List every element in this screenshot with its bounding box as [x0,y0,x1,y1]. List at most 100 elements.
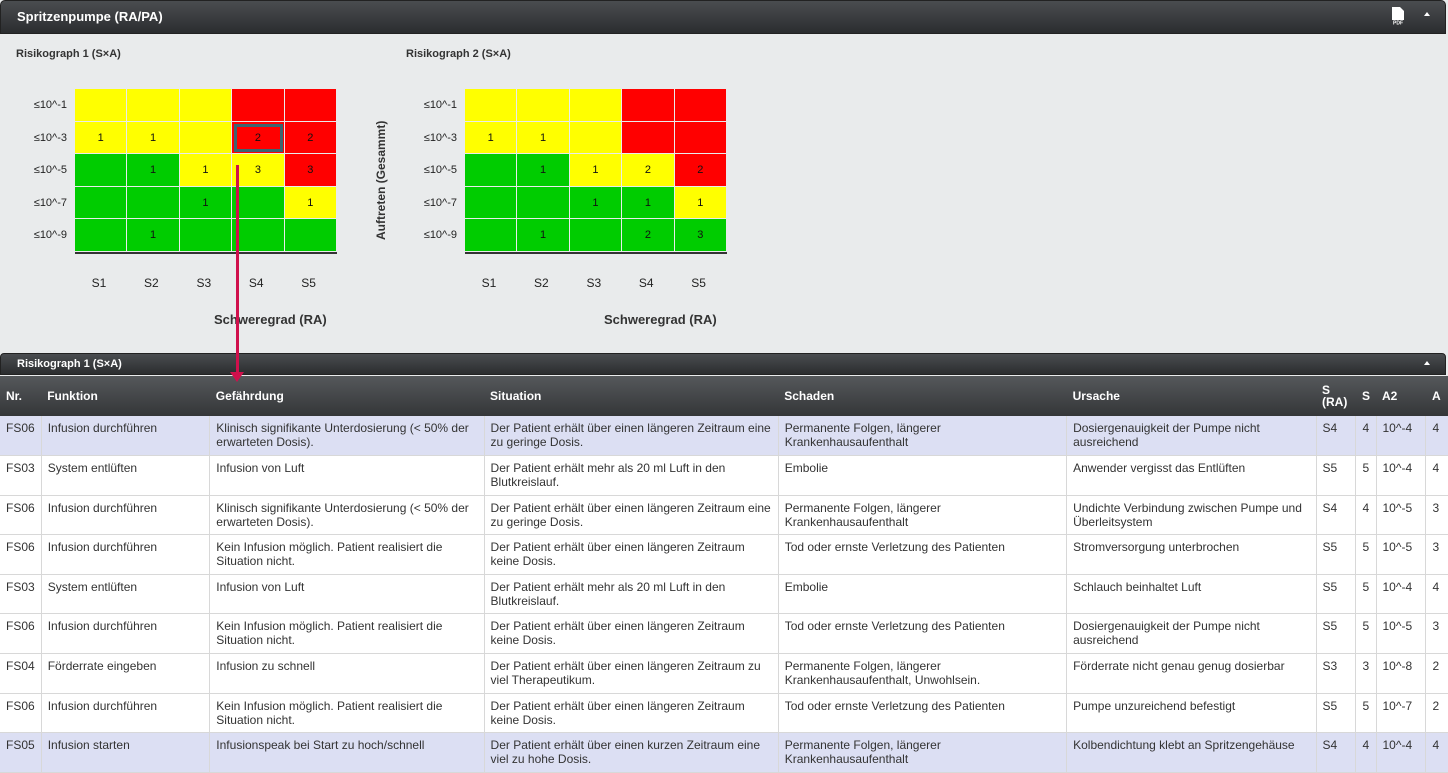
matrix-cell[interactable]: 1 [674,186,727,220]
matrix-cell[interactable]: 2 [284,121,337,155]
table-cell: System entlüften [41,574,211,615]
table-row[interactable]: FS04 Förderrate eingeben Infusion zu schne… [0,653,1448,694]
table-row[interactable]: FS06 Infusion durchführen Kein Infusion mö… [0,693,1448,734]
collapse-up-icon[interactable] [1422,10,1432,21]
column-header[interactable]: Schaden [778,376,1067,416]
matrix-cell[interactable]: 2 [622,154,675,187]
sub-panel-header: Risikograph 1 (S×A) [0,353,1446,375]
matrix-cell[interactable]: 1 [75,121,128,155]
table-row[interactable]: FS06 Infusion durchführen Klinisch signifi… [0,416,1448,457]
matrix-cell[interactable]: 1 [127,154,180,187]
table-cell: Förderrate eingeben [41,653,211,694]
table-row[interactable]: FS06 Infusion durchführen Kein Infusion mö… [0,613,1448,655]
table-cell: 5 [1355,574,1377,615]
column-header[interactable]: Funktion [41,376,210,416]
matrix-cell[interactable]: 3 [674,219,727,252]
column-header[interactable]: A2 [1376,376,1426,416]
matrix-cell[interactable] [622,89,675,122]
column-header[interactable]: S [1355,376,1376,416]
table-cell: FS03 [0,574,42,615]
table-cell: Der Patient erhält über einen längeren Z… [484,693,779,734]
matrix-cell[interactable] [127,89,180,122]
matrix-cell[interactable] [75,154,128,187]
x-tick-label: S2 [534,276,549,290]
matrix-cell[interactable] [75,186,128,220]
collapse-up-icon[interactable] [1422,359,1432,370]
table-row[interactable]: FS05 Infusion starten Infusionspeak bei St… [0,732,1448,773]
matrix-cell[interactable]: 3 [284,154,337,187]
matrix-cell[interactable]: 1 [127,121,180,155]
matrix-cell[interactable]: 2 [232,121,285,155]
table-cell: Tod oder ernste Verletzung des Patienten [778,693,1068,734]
table-cell: Embolie [778,455,1068,496]
column-header[interactable]: Gefährdung [209,376,485,416]
matrix-cell[interactable] [284,89,337,122]
matrix-cell[interactable] [179,89,233,122]
matrix-cell[interactable] [465,154,518,187]
matrix-cell[interactable] [465,219,518,252]
matrix-cell[interactable]: 1 [179,154,233,187]
column-header[interactable]: Ursache [1066,376,1316,416]
column-header[interactable]: A [1425,376,1448,416]
table-cell: Der Patient erhält über einen längeren Z… [484,613,779,655]
matrix-cell[interactable]: 2 [674,154,727,187]
table-row[interactable]: FS06 Infusion durchführen Klinisch signifi… [0,495,1448,536]
matrix-cell[interactable]: 1 [569,154,623,187]
table-cell: S4 [1316,495,1357,536]
matrix-cell[interactable]: 1 [517,121,570,155]
matrix-cell[interactable] [127,186,180,220]
matrix-cell[interactable]: 1 [465,121,518,155]
column-header[interactable]: Situation [484,376,779,416]
matrix-cell[interactable]: 1 [127,219,180,252]
table-row[interactable]: FS03 System entlüften Infusion von Luft Der… [0,455,1448,496]
matrix-cell[interactable] [232,89,285,122]
matrix-cell[interactable] [517,89,570,122]
matrix-cell[interactable] [465,89,518,122]
matrix-cell[interactable] [569,219,623,252]
matrix-cell[interactable]: 2 [622,219,675,252]
table-row[interactable]: FS03 System entlüften Infusion von Luft Der… [0,574,1448,615]
matrix-cell[interactable] [622,121,675,155]
x-tick-label: S5 [691,276,706,290]
matrix-cell[interactable] [569,121,623,155]
matrix-cell[interactable] [517,186,570,220]
matrix-cell[interactable]: 1 [622,186,675,220]
table-cell: 4 [1425,732,1448,773]
matrix-cell[interactable] [674,89,727,122]
matrix-cell[interactable] [75,219,128,252]
matrix-cell[interactable] [232,219,285,252]
matrix-cell[interactable] [674,121,727,155]
table-cell: FS06 [0,416,42,457]
y-tick-label: ≤10^-1 [33,99,67,111]
graph1-title: Risikograph 1 (S×A) [16,48,121,60]
table-row[interactable]: FS06 Infusion durchführen Kein Infusion mö… [0,534,1448,575]
pdf-icon[interactable]: PDF [1391,7,1405,28]
matrix-cell[interactable]: 1 [569,186,623,220]
matrix-cell[interactable] [179,121,233,155]
matrix-cell[interactable] [465,186,518,220]
table-cell: Dosiergenauigkeit der Pumpe nicht ausrei… [1066,416,1317,457]
column-header[interactable]: Nr. [0,376,42,416]
matrix-cell[interactable] [284,219,337,252]
matrix-cell[interactable] [179,219,233,252]
x-tick-label: S3 [586,276,602,290]
matrix-cell[interactable] [569,89,623,122]
table-header-row: Nr. Funktion Gefährdung Situation Schaden Urs… [0,376,1448,416]
table-cell: Infusionspeak bei Start zu hoch/schnell [209,732,485,773]
table-body: FS06 Infusion durchführen Klinisch signifi… [0,416,1448,773]
matrix-cell[interactable] [232,186,285,220]
matrix-cell[interactable] [75,89,128,122]
table-cell: Der Patient erhält mehr als 20 ml Luft i… [484,574,779,615]
table-cell: S5 [1316,693,1357,734]
matrix-cell[interactable]: 1 [179,186,233,220]
table-cell: Der Patient erhält über einen längeren Z… [484,653,779,694]
table-cell: FS06 [0,613,42,655]
x-tick-label: S1 [481,276,497,290]
matrix-cell[interactable]: 1 [517,219,570,252]
y-tick-label: ≤10^-7 [33,196,67,209]
matrix-cell[interactable]: 1 [284,186,337,220]
matrix-cell[interactable]: 1 [517,154,570,187]
column-header[interactable]: S (RA) [1316,376,1356,416]
matrix-cell[interactable]: 3 [232,154,285,187]
